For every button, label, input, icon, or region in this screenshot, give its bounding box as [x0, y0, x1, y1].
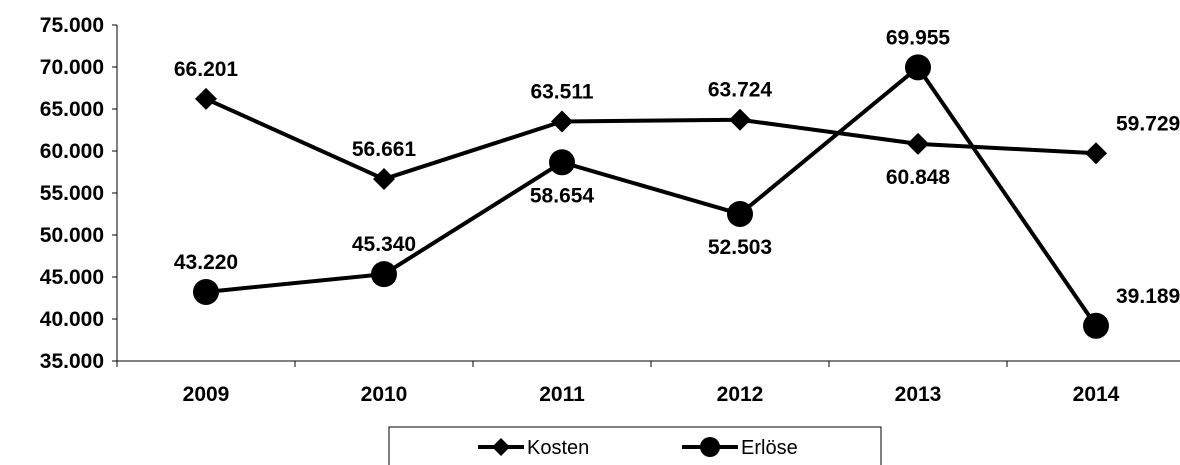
data-label-kosten: 60.848	[886, 166, 951, 189]
data-label-erloese: 52.503	[708, 236, 772, 259]
point-erloese	[371, 261, 397, 288]
point-erloese	[193, 278, 219, 305]
point-kosten	[907, 132, 929, 155]
point-kosten	[729, 108, 751, 131]
legend: Kosten Erlöse	[388, 426, 882, 465]
x-tick-label: 2013	[895, 383, 942, 406]
x-tick-label: 2010	[361, 383, 408, 406]
y-tick-label: 70.000	[40, 56, 104, 79]
x-tick-label: 2009	[183, 383, 230, 406]
x-tick-label: 2014	[1073, 383, 1120, 406]
y-tick-label: 55.000	[40, 182, 104, 205]
data-label-erloese: 58.654	[530, 184, 595, 207]
y-tick-label: 35.000	[40, 350, 104, 373]
point-kosten	[1085, 142, 1107, 165]
x-tick-label: 2012	[717, 383, 764, 406]
point-erloese	[905, 54, 931, 81]
data-label-erloese: 69.955	[886, 26, 951, 49]
data-label-erloese: 39.189	[1116, 285, 1180, 308]
y-tick-label: 40.000	[40, 308, 104, 331]
legend-label-erloese: Erlöse	[741, 437, 798, 459]
data-label-kosten: 63.511	[530, 81, 593, 104]
data-label-erloese: 45.340	[352, 233, 416, 256]
x-ticks: 2009 2010 2011 2012 2013 2014	[116, 361, 1120, 406]
y-axis: 35.000 40.000 45.000 50.000 55.000 60.000 65.0…	[40, 14, 118, 373]
data-labels: 66.201 56.661 63.511 63.724 60.848 59.729 43.2…	[174, 26, 1180, 307]
y-tick-label: 65.000	[40, 98, 104, 121]
point-kosten	[195, 87, 217, 110]
data-label-kosten: 59.729	[1116, 112, 1180, 135]
series-line-erloese	[205, 65, 1098, 327]
data-label-kosten: 66.201	[174, 58, 239, 81]
y-ticks: 35.000 40.000 45.000 50.000 55.000 60.000 65.0…	[40, 14, 117, 373]
point-kosten	[551, 110, 573, 133]
series-layer	[193, 54, 1109, 339]
x-tick-label: 2011	[539, 383, 585, 406]
data-label-erloese: 43.220	[174, 251, 238, 274]
y-tick-label: 75.000	[40, 14, 104, 37]
data-label-kosten: 56.661	[352, 138, 417, 161]
legend-marker-kosten	[492, 438, 510, 456]
x-axis: 2009 2010 2011 2012 2013 2014	[116, 360, 1180, 406]
point-erloese	[727, 200, 753, 227]
legend-box	[388, 426, 882, 465]
y-tick-label: 50.000	[40, 224, 104, 247]
y-tick-label: 60.000	[40, 140, 104, 163]
series-line-kosten	[205, 97, 1097, 182]
legend-label-kosten: Kosten	[527, 437, 589, 459]
point-erloese	[1083, 312, 1109, 339]
y-tick-label: 45.000	[40, 266, 104, 289]
data-label-kosten: 63.724	[708, 79, 773, 102]
point-kosten	[373, 168, 395, 191]
point-erloese	[549, 149, 575, 176]
legend-marker-erloese	[700, 437, 720, 457]
